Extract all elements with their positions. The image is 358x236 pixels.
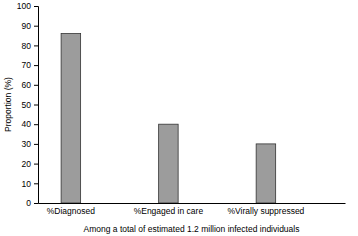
- y-tick-label: 60: [22, 80, 32, 90]
- y-tick: 40: [22, 119, 38, 129]
- y-tick-mark: [34, 65, 38, 66]
- y-tick-label: 90: [22, 21, 32, 31]
- bar: [61, 34, 81, 203]
- x-axis-line: [39, 203, 346, 204]
- y-tick-mark: [34, 203, 38, 204]
- x-tick: %Virally suppressed: [227, 203, 304, 216]
- bar: [256, 144, 276, 203]
- x-axis-title: Among a total of estimated 1.2 million i…: [84, 224, 300, 234]
- x-tick: %Diagnosed: [47, 203, 95, 216]
- y-tick: 0: [26, 198, 38, 208]
- y-tick-label: 10: [22, 179, 32, 189]
- y-tick-label: 0: [26, 198, 31, 208]
- bars: [61, 34, 276, 203]
- plot-area: 0 10 20 30 40 50 60 70 80 90 100 %Diagnosed %Engaged…: [17, 1, 346, 216]
- y-tick: 30: [22, 139, 38, 149]
- x-tick-label: %Diagnosed: [47, 206, 95, 216]
- y-tick: 100: [17, 1, 38, 11]
- y-tick-label: 70: [22, 60, 32, 70]
- y-tick-label: 50: [22, 100, 32, 110]
- y-axis: 0 10 20 30 40 50 60 70 80 90 100: [17, 1, 39, 208]
- y-tick-label: 20: [22, 159, 32, 169]
- chart: 0 10 20 30 40 50 60 70 80 90 100 %Diagnosed %Engaged…: [0, 0, 358, 236]
- y-tick-mark: [34, 26, 38, 27]
- y-axis-line: [34, 7, 39, 204]
- x-tick: %Engaged in care: [134, 203, 204, 216]
- y-tick: 90: [22, 21, 38, 31]
- y-tick: 50: [22, 100, 38, 110]
- y-tick: 70: [22, 60, 38, 70]
- y-tick: 80: [22, 41, 38, 51]
- y-tick-mark: [34, 183, 38, 184]
- y-tick-label: 100: [17, 1, 31, 11]
- y-tick-mark: [34, 85, 38, 86]
- y-tick-label: 30: [22, 139, 32, 149]
- bar: [159, 124, 179, 203]
- y-tick-label: 80: [22, 41, 32, 51]
- y-tick-label: 40: [22, 119, 32, 129]
- x-tick-label: %Engaged in care: [134, 206, 204, 216]
- y-tick-mark: [34, 124, 38, 125]
- y-tick-mark: [34, 45, 38, 46]
- y-tick: 20: [22, 159, 38, 169]
- x-axis: %Diagnosed %Engaged in care %Virally suppr…: [39, 203, 346, 216]
- y-tick-mark: [34, 6, 38, 7]
- y-tick-mark: [34, 105, 38, 106]
- y-axis-title: Proportion (%): [3, 77, 13, 132]
- x-tick-label: %Virally suppressed: [227, 206, 304, 216]
- y-tick-mark: [34, 144, 38, 145]
- y-tick: 60: [22, 80, 38, 90]
- y-tick-mark: [34, 164, 38, 165]
- y-tick: 10: [22, 179, 38, 189]
